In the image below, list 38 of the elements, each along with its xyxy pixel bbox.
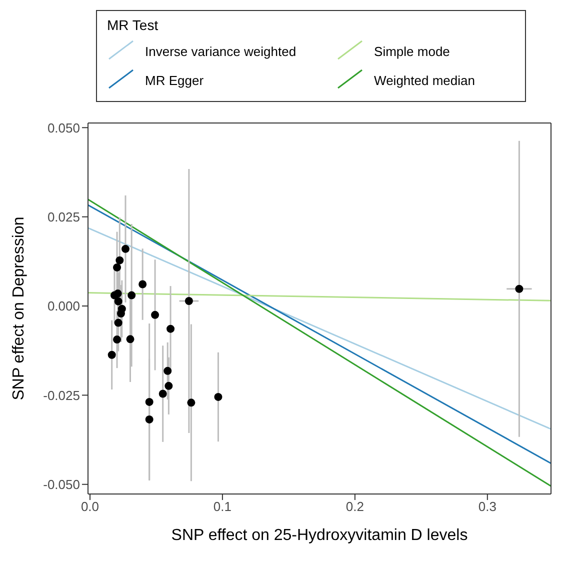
legend-label: Inverse variance weighted: [144, 43, 298, 61]
point: [164, 382, 173, 390]
point: [164, 366, 172, 375]
point: [126, 335, 134, 344]
point: [151, 310, 160, 319]
legend-label: Simple mode: [373, 43, 451, 61]
legend-label: MR Egger: [144, 72, 205, 90]
legend-label: Weighted median: [373, 72, 476, 90]
point: [114, 290, 122, 298]
point: [145, 398, 154, 406]
legend-title: MR Test: [107, 17, 160, 33]
point: [166, 324, 175, 333]
point: [184, 297, 193, 306]
point: [515, 284, 524, 293]
point: [128, 291, 136, 300]
point: [116, 256, 124, 264]
point: [114, 318, 122, 327]
point: [121, 244, 130, 253]
point: [138, 280, 147, 288]
y-tick-label: -0.050: [43, 476, 80, 492]
y-tick-label: -0.025: [43, 388, 80, 403]
x-tick-label: 0.2: [346, 499, 364, 514]
point: [113, 336, 122, 344]
point: [158, 390, 167, 398]
point: [145, 415, 154, 424]
x-tick-label: 0.3: [478, 499, 496, 514]
x-tick-label: 0.1: [213, 499, 232, 514]
y-tick-label: 0.050: [47, 120, 80, 136]
point: [113, 263, 122, 272]
x-axis-title: SNP effect on 25-Hydroxyvitamin D levels: [171, 527, 468, 544]
x-tick-label: 0.0: [80, 499, 100, 514]
y-tick-label: 0.025: [47, 209, 80, 224]
point: [108, 350, 116, 359]
point: [214, 392, 222, 401]
point: [187, 398, 196, 407]
y-tick-label: 0.000: [47, 298, 80, 314]
point: [114, 297, 122, 306]
y-axis-title: SNP effect on Depression: [10, 216, 28, 400]
